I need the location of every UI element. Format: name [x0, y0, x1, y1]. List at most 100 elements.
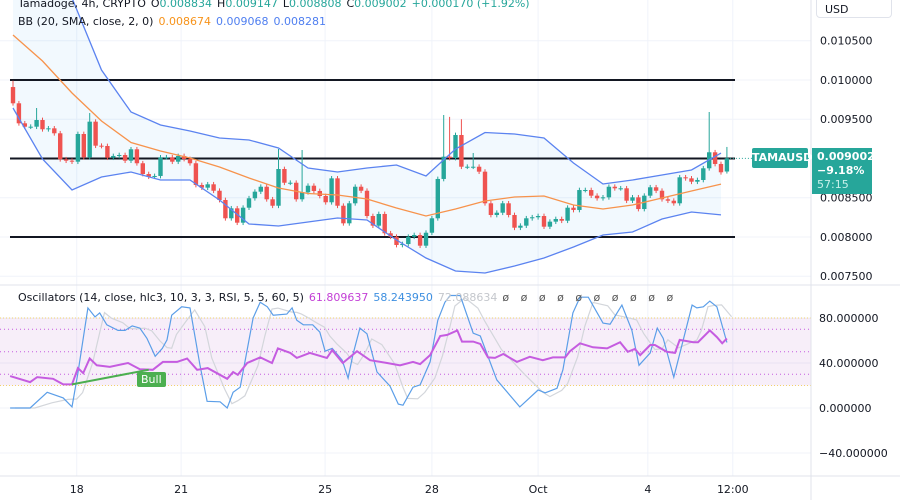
candle-down [370, 216, 376, 226]
candle-up [111, 155, 116, 158]
candle-down [665, 199, 671, 201]
candle-up [724, 158, 730, 172]
currency-button[interactable]: USD [816, 0, 892, 18]
bollinger-fill [13, 0, 721, 273]
candle-down [388, 233, 393, 237]
bollinger-band-fill [13, 0, 721, 273]
candle-down [624, 188, 629, 201]
candle-up [577, 190, 582, 210]
candle-up [252, 191, 258, 199]
candle-up [246, 198, 252, 208]
candle-down [181, 155, 187, 160]
candle-down [358, 186, 364, 191]
candle-down [488, 203, 494, 215]
osc-axis-label: 0.000000 [819, 402, 872, 415]
bb-basis-line [12, 34, 722, 217]
time-axis-label: 25 [318, 483, 332, 496]
candle-down [589, 190, 594, 196]
ohlc-high: H0.009147 [217, 0, 278, 10]
candle-up [329, 178, 334, 203]
candle-up [553, 218, 558, 222]
osc-d-value: 72.088634 [437, 291, 498, 304]
candle-up [565, 207, 570, 221]
candle-up [518, 225, 523, 228]
bollinger-lines [12, 0, 722, 274]
candle-up [494, 212, 499, 215]
candle-up [441, 156, 446, 179]
candle-up [583, 190, 588, 192]
candle-down [476, 166, 482, 172]
candle-down [541, 216, 547, 227]
candle-up [353, 186, 358, 204]
candle-up [701, 168, 706, 180]
symbol-price-tag: TAMAUSD [752, 148, 812, 168]
candle-up [240, 207, 246, 223]
time-axis-label: 18 [70, 483, 84, 496]
candle-up [648, 187, 653, 196]
time-axis-label: Oct [529, 483, 549, 496]
candle-down [122, 155, 128, 161]
candle-up [695, 179, 700, 182]
candle-up [152, 175, 157, 177]
price-axis-label: 0.009500 [820, 113, 873, 126]
candle-up [158, 157, 163, 176]
candle-down [193, 163, 199, 186]
last-price-tag: 0.009002 −9.18% 57:15 [812, 148, 875, 194]
candle-down [282, 168, 287, 183]
candle-down [671, 200, 676, 204]
candle-down [653, 187, 659, 191]
symbol-legend[interactable]: Tamadoge, 4h, CRYPTO O0.008834 H0.009147… [18, 0, 530, 10]
bb-lower-line [12, 107, 722, 274]
candle-up [524, 218, 529, 226]
bb-upper-line [72, 0, 722, 185]
ohlc-low: L0.008808 [282, 0, 342, 10]
candle-up [435, 178, 440, 219]
candle-down [683, 177, 688, 179]
candle-down [10, 87, 16, 104]
osc-k-value: 58.243950 [373, 291, 433, 304]
candle-up [677, 177, 682, 204]
candle-up [465, 166, 470, 168]
osc-rsi-value: 61.809637 [308, 291, 369, 304]
candle-up [299, 192, 305, 200]
candle-down [58, 133, 63, 160]
price-axis-label: 0.010500 [820, 35, 873, 48]
candle-down [612, 186, 617, 189]
candle-up [258, 186, 263, 192]
candle-down [459, 135, 464, 167]
candle-down [270, 199, 275, 206]
candle-down [105, 145, 110, 158]
bull-divergence-label: Bull [137, 372, 166, 387]
oscillator-legend[interactable]: Oscillators (14, close, hlc3, 10, 3, 3, … [18, 291, 677, 304]
candle-down [364, 190, 370, 217]
bb-legend[interactable]: BB (20, SMA, close, 2, 0) 0.008674 0.009… [18, 15, 326, 28]
bar-countdown: 57:15 [817, 178, 849, 191]
osc-axis-label: −40.000000 [819, 447, 888, 460]
candle-down [211, 184, 216, 191]
candle-down [394, 236, 399, 245]
candle-down [417, 235, 423, 246]
price-axis-label: 0.008000 [820, 231, 873, 244]
candle-down [93, 121, 98, 146]
candle-down [235, 208, 240, 223]
candle-down [712, 152, 718, 164]
candle-up [305, 185, 311, 193]
candle-down [382, 213, 387, 234]
candle-down [311, 185, 317, 191]
candle-down [341, 205, 346, 224]
osc-k-line [10, 294, 728, 410]
candle-down [335, 178, 340, 206]
candle-down [22, 123, 27, 127]
candle-down [512, 214, 517, 228]
candle-down [140, 163, 145, 175]
candle-up [412, 235, 417, 237]
candle-up [618, 188, 623, 190]
ohlc-close: C0.009002 [346, 0, 407, 10]
oscillator-pane [0, 294, 811, 410]
bull-divergence-line [71, 368, 149, 386]
candle-down [52, 128, 57, 134]
candle-up [453, 135, 458, 159]
candle-up [164, 157, 169, 159]
